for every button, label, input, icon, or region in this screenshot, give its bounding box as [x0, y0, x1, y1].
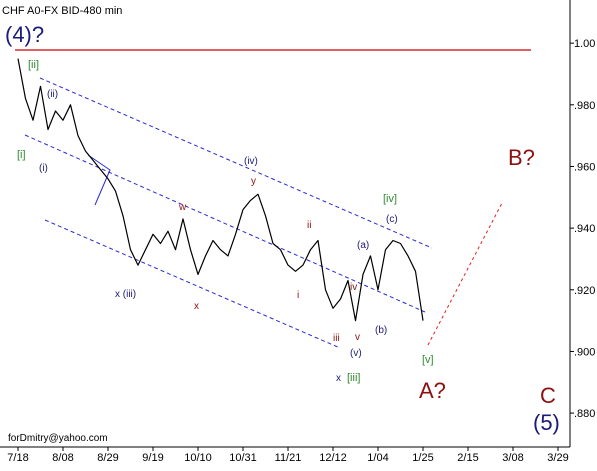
- y-tick-label: .940: [574, 223, 595, 235]
- annotation: (ii): [47, 89, 58, 100]
- annotation: (v): [350, 348, 362, 359]
- annotation: iii: [333, 333, 340, 344]
- y-tick-label: .920: [574, 285, 595, 297]
- annotation: [i]: [17, 149, 26, 161]
- x-tick-label: 3/29: [547, 452, 568, 464]
- annotation: i: [297, 290, 299, 301]
- channel-line: [44, 219, 341, 349]
- annotation: (i): [39, 163, 48, 174]
- annotation: v: [355, 332, 360, 343]
- x-tick-label: 3/08: [502, 452, 523, 464]
- x-tick-label: 7/18: [7, 452, 28, 464]
- annotation: w: [178, 202, 187, 213]
- annotation: A?: [419, 378, 446, 403]
- chart-title: CHF A0-FX BID-480 min: [2, 5, 122, 17]
- annotation: y: [251, 176, 256, 187]
- footer: forDmitry@yahoo.com: [8, 433, 108, 444]
- x-tick-label: 10/31: [229, 452, 257, 464]
- x-tick-label: 1/25: [412, 452, 433, 464]
- channel-line: [24, 134, 426, 313]
- annotation: x: [194, 301, 199, 312]
- annotation: (5): [533, 410, 560, 435]
- annotation: iv: [350, 282, 357, 293]
- y-tick-label: 1.00: [574, 38, 595, 50]
- annotation: [v]: [422, 354, 434, 366]
- projection-line: [427, 202, 503, 346]
- annotation: B?: [508, 145, 535, 170]
- annotation: C: [540, 383, 556, 408]
- annotation: [iii]: [347, 372, 360, 384]
- annotation: (4)?: [5, 22, 44, 47]
- x-tick-label: 8/08: [52, 452, 73, 464]
- y-tick-label: .960: [574, 161, 595, 173]
- x-tick-label: 11/21: [275, 452, 302, 464]
- triangle-line: [87, 154, 111, 206]
- channel-line: [39, 77, 433, 249]
- annotation: (a): [357, 240, 369, 251]
- annotation: [ii]: [28, 59, 39, 71]
- annotation: x: [336, 373, 341, 384]
- x-tick-label: 8/29: [97, 452, 118, 464]
- annotation: (b): [375, 325, 387, 336]
- y-tick-label: .880: [574, 408, 595, 420]
- annotation: [iv]: [383, 193, 397, 205]
- x-tick-label: 1/04: [367, 452, 388, 464]
- annotation: (c): [386, 214, 398, 225]
- annotation: x (iii): [115, 289, 136, 300]
- y-tick-label: .900: [574, 346, 595, 358]
- y-tick-label: .980: [574, 100, 595, 112]
- x-tick-label: 10/10: [184, 452, 212, 464]
- price-line: [17, 58, 424, 322]
- annotations: (4)? [ii] (ii) [i] (i) x (iii) x w (iv) …: [5, 22, 560, 435]
- x-tick-label: 9/19: [142, 452, 163, 464]
- annotation: ii: [307, 220, 311, 231]
- x-tick-label: 12/12: [319, 452, 347, 464]
- annotation: (iv): [244, 156, 258, 167]
- x-tick-label: 2/15: [457, 452, 478, 464]
